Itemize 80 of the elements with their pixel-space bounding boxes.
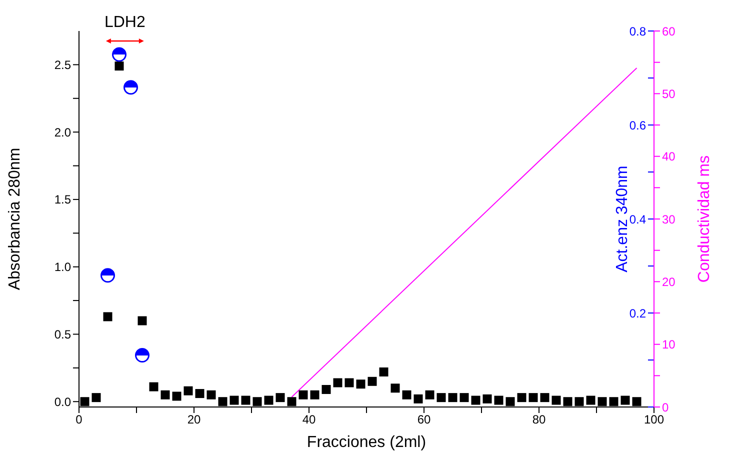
point [379, 367, 388, 376]
point [80, 397, 90, 406]
y3-tick-label: 50 [662, 86, 676, 101]
point [528, 393, 538, 402]
x-tick-label: 0 [76, 412, 83, 427]
point [138, 316, 147, 326]
x-tick-label: 100 [644, 412, 664, 427]
point [436, 393, 446, 402]
point [114, 62, 124, 71]
point [241, 396, 250, 405]
text: 0.0 [54, 394, 71, 409]
x-tick-label: 20 [187, 412, 201, 427]
point [506, 397, 515, 406]
point [103, 312, 112, 322]
y2-tick-label: 0.6 [629, 118, 646, 132]
y2-tick-label: 0.4 [629, 212, 646, 226]
y-tick-label: 0.5 [54, 327, 72, 342]
point [112, 47, 126, 62]
point [218, 397, 228, 406]
point [344, 378, 354, 388]
y3-tick-label: 0 [662, 400, 669, 414]
point [356, 380, 366, 389]
text: 2.0 [54, 125, 71, 140]
y3-tick-label: 40 [662, 150, 676, 164]
point [460, 393, 469, 402]
y3-tick-label: 60 [662, 24, 676, 38]
point [482, 394, 492, 404]
point [517, 393, 526, 402]
point [135, 348, 150, 363]
point [264, 396, 274, 405]
point [230, 396, 239, 405]
y3-tick-label: 30 [662, 212, 676, 226]
point [563, 397, 572, 406]
point [402, 390, 412, 400]
annotation: LDH2 [104, 14, 146, 31]
y-tick-label: 1.5 [54, 192, 72, 207]
point [586, 396, 596, 405]
point [632, 397, 642, 406]
y3-tick-label: 10 [662, 338, 676, 352]
x-tick-label: 60 [417, 412, 431, 427]
y-tick-label: 2.5 [54, 58, 72, 72]
point [149, 382, 158, 392]
y-axis-title: Absorbancia 280nm [6, 148, 24, 290]
point [425, 390, 434, 400]
point [471, 396, 480, 405]
point [414, 394, 423, 404]
point [609, 397, 618, 406]
point [322, 384, 331, 394]
x-tick-label: 40 [302, 412, 316, 427]
y2-tick-label: 0.2 [629, 306, 646, 320]
point [333, 378, 342, 388]
point [620, 396, 630, 405]
point [390, 384, 400, 393]
point [206, 390, 216, 400]
y2-tick-label: 0.8 [629, 24, 646, 38]
point [368, 376, 377, 386]
point [574, 397, 584, 406]
point [598, 397, 607, 406]
point [92, 393, 101, 402]
point [195, 389, 204, 398]
point [252, 397, 262, 406]
point [494, 396, 504, 405]
point [298, 390, 308, 400]
point [552, 396, 561, 405]
y3-tick-label: 20 [662, 274, 676, 289]
text: 1.0 [54, 260, 71, 274]
point [310, 390, 320, 400]
point [276, 393, 285, 402]
y3-axis-title: Conductividad ms [696, 155, 713, 283]
x-tick-label: 80 [532, 412, 546, 427]
point [172, 392, 182, 401]
point [287, 397, 296, 406]
point [448, 393, 458, 402]
point [100, 268, 115, 283]
y2-axis-title: Act.enz 340nm [614, 166, 631, 272]
x-axis-title: Fracciones (2ml) [306, 434, 426, 451]
point [540, 393, 550, 402]
point [184, 386, 193, 396]
point [160, 390, 170, 400]
point [124, 80, 138, 95]
